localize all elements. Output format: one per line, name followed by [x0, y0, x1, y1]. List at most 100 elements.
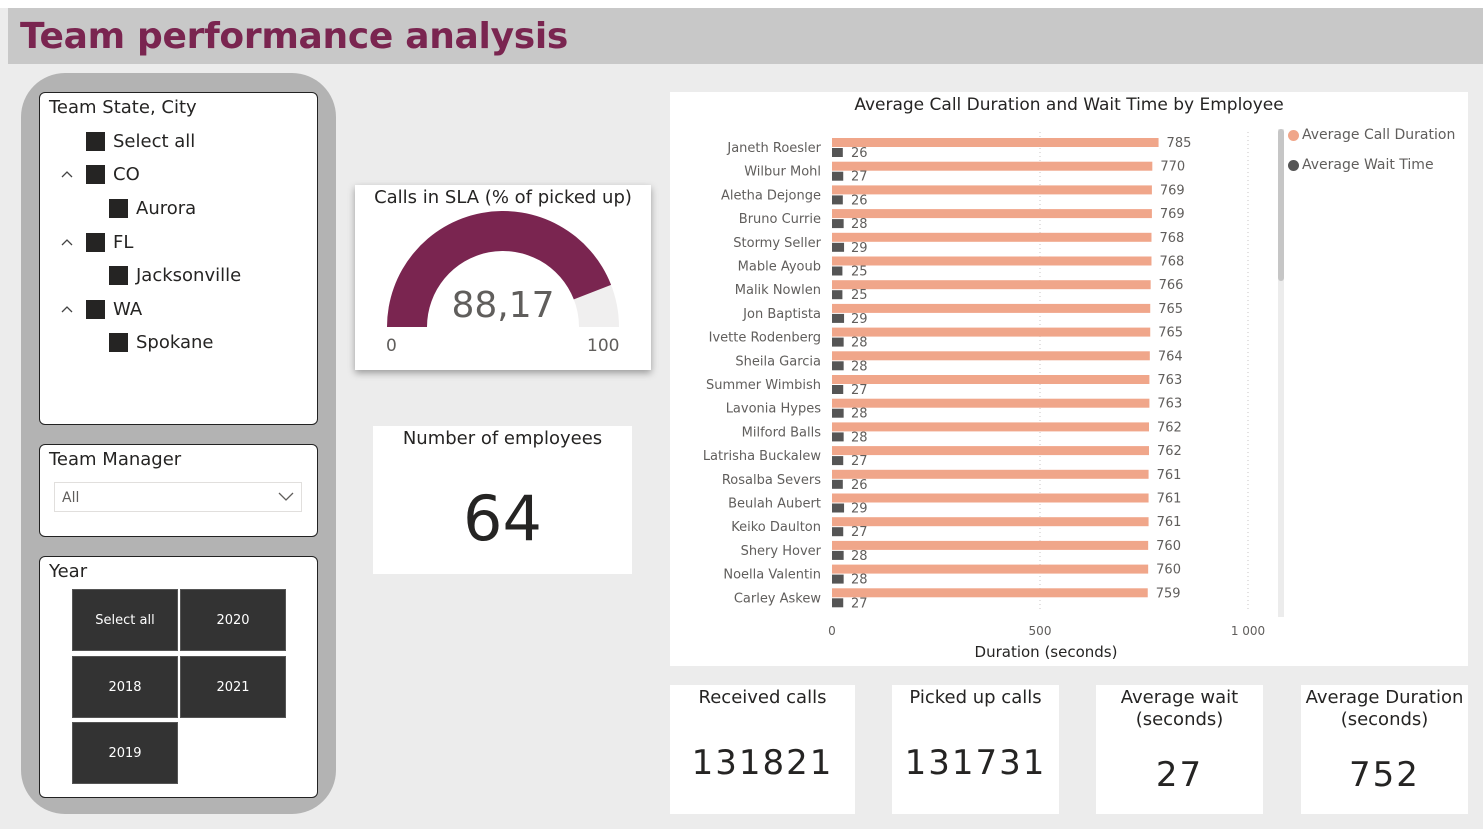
bar-wait-time [832, 195, 843, 205]
chart-title: Average Call Duration and Wait Time by E… [854, 95, 1284, 115]
y-category-label: Carley Askew [734, 591, 822, 606]
year-button-2021[interactable]: 2021 [180, 656, 286, 718]
chart-scrollbar-thumb[interactable] [1278, 129, 1284, 281]
bar-wait-time [832, 148, 843, 157]
state-item-fl[interactable]: FL [86, 230, 133, 254]
y-category-label: Milford Balls [742, 425, 822, 440]
team-manager-slicer: Team Manager All [39, 444, 318, 537]
collapse-caret-icon[interactable] [61, 234, 73, 246]
y-category-label: Lavonia Hypes [726, 402, 822, 417]
state-city-slicer: Team State, City Select all CO Aurora FL… [39, 92, 318, 425]
data-label-call-duration: 759 [1156, 586, 1181, 601]
gauge-max: 100 [587, 336, 620, 356]
data-label-call-duration: 762 [1157, 444, 1182, 459]
state-item-wa[interactable]: WA [86, 297, 142, 321]
legend-item-call-duration[interactable]: Average Call Duration [1288, 127, 1455, 143]
bar-call-duration [832, 422, 1149, 432]
data-label-wait-time: 28 [851, 407, 868, 422]
city-item-aurora[interactable]: Aurora [109, 196, 196, 220]
kpi-value: 27 [1155, 755, 1204, 795]
checkbox[interactable] [109, 198, 128, 218]
kpi-title: Number of employees [402, 428, 603, 449]
data-label-call-duration: 762 [1157, 420, 1182, 435]
data-label-wait-time: 25 [851, 288, 868, 303]
slicer-title: Team Manager [49, 449, 182, 470]
bar-call-duration [832, 517, 1149, 527]
year-button-2019[interactable]: 2019 [72, 722, 178, 784]
bar-wait-time [832, 479, 843, 489]
data-label-wait-time: 27 [851, 596, 868, 611]
year-button-2020[interactable]: 2020 [180, 589, 286, 651]
received-calls-card: Received calls 131821 [670, 685, 855, 814]
bar-wait-time [832, 574, 844, 584]
legend-item-wait-time[interactable]: Average Wait Time [1288, 157, 1434, 173]
checkbox[interactable] [109, 332, 128, 352]
y-category-label: Summer Wimbish [706, 378, 821, 393]
data-label-wait-time: 28 [851, 549, 868, 564]
bar-call-duration [832, 185, 1152, 195]
data-label-call-duration: 763 [1157, 373, 1182, 388]
checkbox[interactable] [86, 164, 105, 184]
bar-call-duration [832, 351, 1150, 361]
bar-call-duration [832, 446, 1149, 456]
collapse-caret-icon[interactable] [61, 301, 73, 313]
data-label-wait-time: 28 [851, 359, 868, 374]
data-label-wait-time: 28 [851, 430, 868, 445]
collapse-caret-icon[interactable] [61, 166, 73, 178]
city-item-spokane[interactable]: Spokane [109, 330, 213, 354]
page-title: Team performance analysis [20, 16, 569, 57]
chart-scrollbar-track[interactable] [1278, 129, 1284, 617]
bar-call-duration [832, 564, 1149, 574]
data-label-wait-time: 28 [851, 217, 868, 232]
bar-wait-time [832, 313, 845, 323]
x-tick-label: 1 000 [1231, 624, 1265, 638]
year-slicer: Year Select all 2020 2018 2021 2019 [39, 556, 318, 798]
bar-call-duration [832, 161, 1153, 171]
year-button-2018[interactable]: 2018 [72, 656, 178, 718]
y-category-label: Noella Valentin [723, 568, 821, 583]
bar-wait-time [832, 456, 844, 466]
data-label-wait-time: 27 [851, 383, 868, 398]
page-header: Team performance analysis [8, 8, 1483, 64]
kpi-value: 752 [1349, 755, 1420, 795]
data-label-call-duration: 768 [1159, 231, 1184, 246]
y-category-label: Latrisha Buckalew [703, 449, 822, 464]
bar-wait-time [832, 266, 843, 276]
bar-call-duration [832, 588, 1148, 598]
checkbox[interactable] [86, 299, 105, 319]
y-category-label: Ivette Rodenberg [709, 331, 821, 346]
y-category-label: Beulah Aubert [728, 497, 821, 512]
bottom-strip [0, 829, 1483, 835]
year-button-select-all[interactable]: Select all [72, 589, 178, 651]
kpi-title: Received calls [698, 687, 827, 708]
bar-call-duration [832, 375, 1150, 384]
kpi-value: 131731 [904, 743, 1047, 783]
bar-call-duration [832, 232, 1152, 242]
employees-kpi-card: Number of employees 64 [373, 426, 632, 574]
kpi-title-line2: (seconds) [1135, 709, 1224, 730]
data-label-call-duration: 765 [1158, 302, 1183, 317]
bar-wait-time [832, 337, 844, 347]
data-label-call-duration: 769 [1160, 183, 1185, 198]
bar-wait-time [832, 290, 843, 300]
data-label-call-duration: 769 [1160, 207, 1185, 222]
bar-call-duration [832, 469, 1149, 479]
y-category-label: Shery Hover [741, 544, 822, 559]
bar-wait-time [832, 408, 844, 418]
checkbox[interactable] [86, 131, 105, 151]
slicer-title: Year [49, 561, 88, 582]
team-manager-dropdown[interactable]: All [54, 482, 302, 512]
city-item-jacksonville[interactable]: Jacksonville [109, 263, 241, 287]
state-item-co[interactable]: CO [86, 162, 140, 186]
kpi-value: 131821 [691, 743, 834, 783]
bar-wait-time [832, 503, 845, 513]
data-label-call-duration: 765 [1158, 326, 1183, 341]
select-all-item[interactable]: Select all [86, 129, 195, 153]
kpi-title-line2: (seconds) [1340, 709, 1429, 730]
legend-dot-icon [1288, 129, 1299, 141]
bar-wait-time [832, 171, 844, 181]
bar-call-duration [832, 256, 1152, 266]
checkbox[interactable] [86, 232, 105, 252]
bar-chart: 0 500 1 000 Janeth Roesler 785 26 Wilbur Mohl 7… [703, 132, 1265, 638]
checkbox[interactable] [109, 265, 128, 285]
